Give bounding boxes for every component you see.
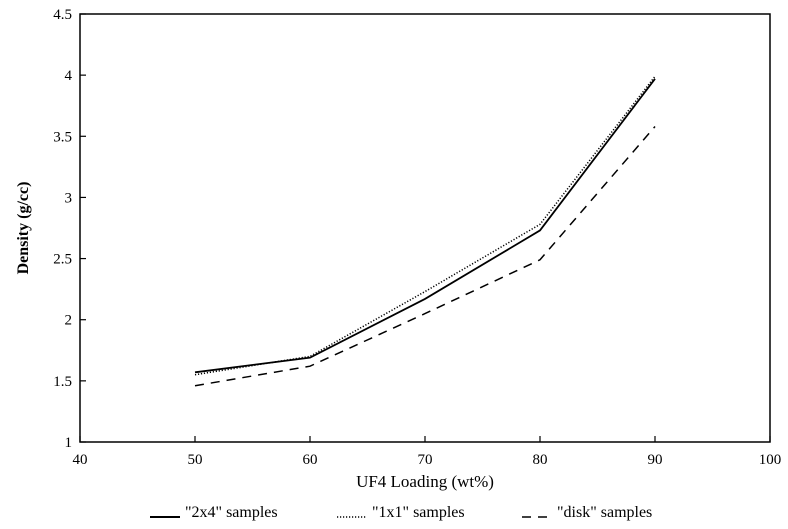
series-line-3: [194, 126, 656, 387]
x-tick-label: 50: [188, 452, 203, 468]
y-tick-label: 2: [65, 313, 73, 329]
legend-label: "disk" samples: [557, 504, 652, 521]
series-line-2: [194, 75, 656, 376]
plot-area: [79, 13, 771, 443]
legend-label: "1x1" samples: [372, 504, 465, 521]
legend-label: "2x4" samples: [185, 504, 278, 521]
series-layer: [194, 75, 656, 387]
x-tick-label: 40: [73, 452, 88, 468]
legend: "2x4" samples "1x1" samples "disk" samples: [150, 504, 652, 521]
x-tick-label: 70: [418, 452, 433, 468]
x-tick-label: 90: [648, 452, 663, 468]
y-tick-label: 1.5: [53, 374, 72, 390]
y-tick-label: 2.5: [53, 252, 72, 268]
x-tick-label: 60: [303, 452, 318, 468]
series-line-1: [194, 78, 656, 374]
y-axis-title: Density (g/cc): [15, 182, 32, 275]
y-tick-label: 3: [65, 190, 73, 206]
y-tick-label: 3.5: [53, 129, 72, 145]
y-tick-label: 4.5: [53, 7, 72, 23]
y-axis: 1 1.5 2 2.5 3 3.5 4 4.5: [53, 7, 86, 451]
y-tick-label: 1: [65, 435, 73, 451]
x-axis-title: UF4 Loading (wt%): [356, 472, 494, 491]
x-axis: 40 50 60 70 80 90 100: [73, 436, 782, 468]
x-tick-label: 80: [533, 452, 548, 468]
y-tick-label: 4: [65, 68, 73, 84]
x-tick-label: 100: [759, 452, 782, 468]
